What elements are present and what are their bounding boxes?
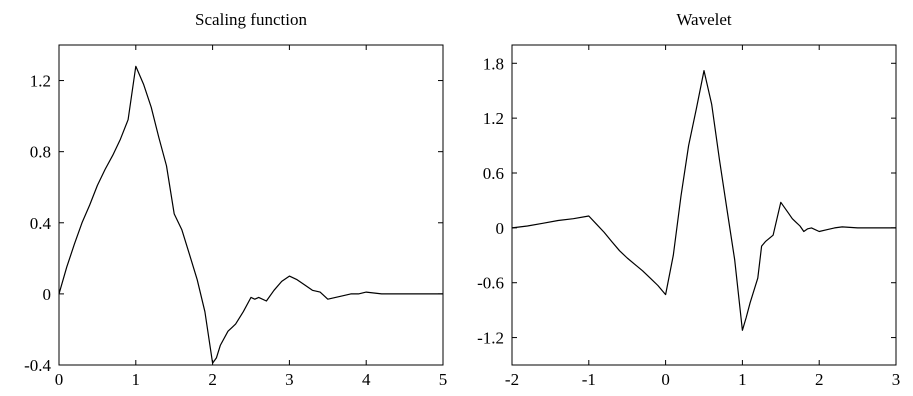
scaling-x-tick-label: 3 [285, 370, 294, 389]
wavelet-series-line [511, 69, 896, 331]
scaling-x-tick-label: 4 [362, 370, 371, 389]
wavelet-y-tick-label: 1.8 [483, 54, 504, 73]
wavelet-y-tick-label: 0 [496, 219, 505, 238]
scaling-y-tick-label: 1.2 [30, 72, 51, 91]
wavelet-title: Wavelet [676, 10, 732, 29]
wavelet-y-tick-label: 1.2 [483, 109, 504, 128]
wavelet-x-tick-label: -2 [505, 370, 519, 389]
wavelet-y-tick-label: 0.6 [483, 164, 504, 183]
scaling-x-tick-label: 1 [132, 370, 141, 389]
wavelet-x-tick-label: 1 [738, 370, 747, 389]
scaling-x-tick-label: 5 [439, 370, 448, 389]
wavelet-x-tick-label: -1 [582, 370, 596, 389]
scaling-y-tick-label: 0 [43, 285, 52, 304]
scaling-plot-frame [58, 44, 444, 366]
scaling-y-tick-label: 0.4 [30, 214, 52, 233]
scaling-x-tick-label: 2 [208, 370, 217, 389]
wavelet-x-tick-label: 3 [892, 370, 901, 389]
wavelet-x-tick-label: 2 [815, 370, 824, 389]
scaling-y-tick-label: 0.8 [30, 143, 51, 162]
wavelet-x-tick-label: 0 [661, 370, 670, 389]
scaling-y-tick-label: -0.4 [24, 356, 51, 375]
wavelet-y-tick-label: -1.2 [477, 329, 504, 348]
scaling-x-tick-label: 0 [55, 370, 64, 389]
wavelet-y-tick-label: -0.6 [477, 274, 504, 293]
wavelet-plot-frame [511, 44, 897, 366]
scaling-title: Scaling function [195, 10, 307, 29]
scaling-series-line [58, 65, 443, 364]
